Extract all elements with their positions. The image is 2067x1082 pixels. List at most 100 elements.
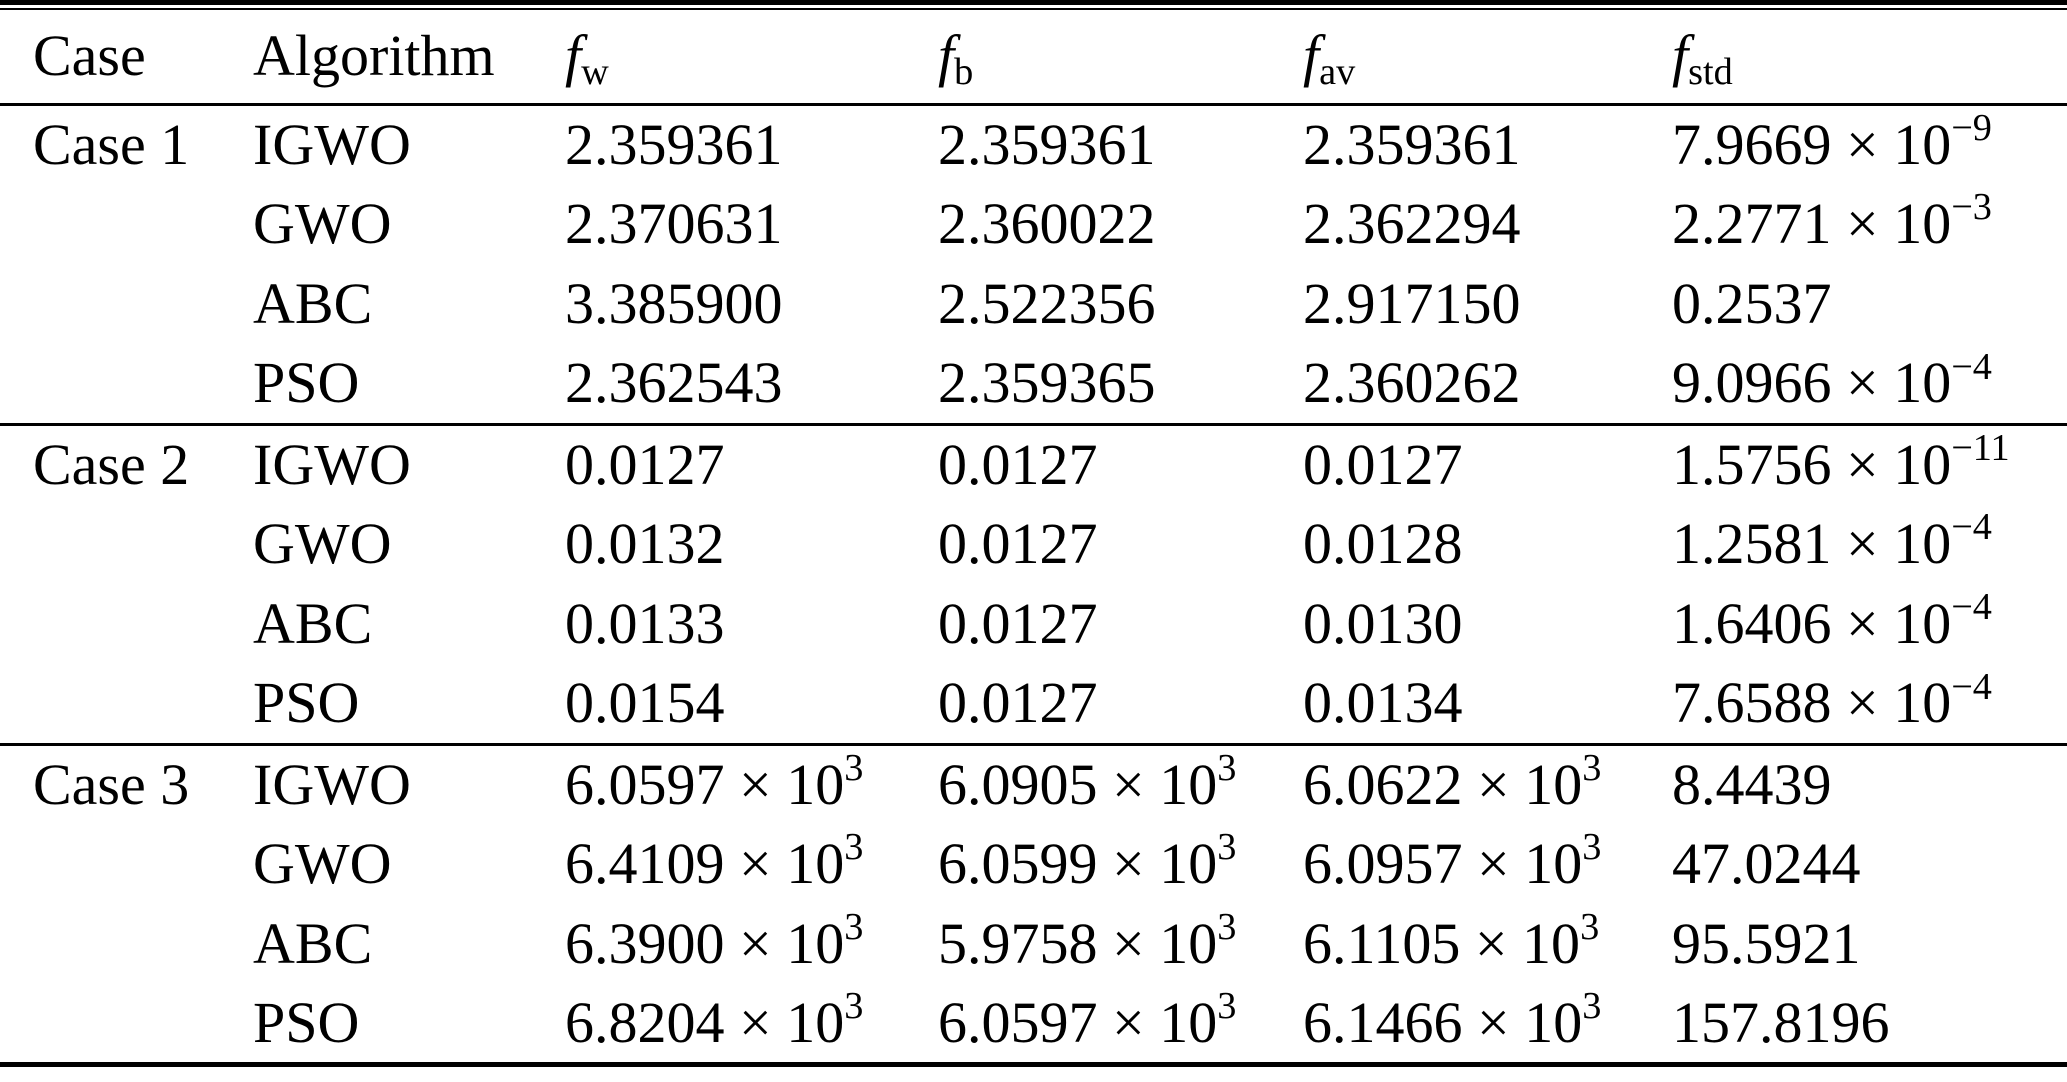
table-row: PSO 6.8204 × 103 6.0597 × 103 6.1466 × 1… — [0, 984, 2067, 1064]
fw-cell: 2.370631 — [565, 191, 783, 256]
algorithm-cell: IGWO — [253, 751, 411, 817]
fav-cell: 2.359361 — [1303, 111, 1521, 177]
fstd-cell: 1.6406 × 10−4 — [1672, 586, 1992, 656]
fav-symbol: f — [1303, 23, 1320, 89]
fb-cell: 0.0127 — [938, 670, 1098, 736]
algorithm-cell: IGWO — [253, 431, 411, 497]
fw-cell: 3.385900 — [565, 271, 783, 336]
case-cell-empty — [0, 904, 220, 984]
fav-subscript: av — [1319, 50, 1356, 93]
algorithm-results-table: Case Algorithm fw fb fav fstd Case 1 IGW… — [0, 8, 2067, 1067]
fav-cell: 2.917150 — [1303, 271, 1521, 336]
fav-cell: 6.1105 × 103 — [1303, 906, 1600, 976]
fb-cell: 5.9758 × 103 — [938, 906, 1237, 976]
algorithm-cell: PSO — [253, 350, 360, 416]
table-row: Case 3 IGWO 6.0597 × 103 6.0905 × 103 6.… — [0, 744, 2067, 824]
algorithm-header-label: Algorithm — [253, 23, 495, 89]
algorithm-cell: ABC — [253, 911, 373, 976]
fstd-cell: 47.0244 — [1672, 831, 1861, 896]
fw-cell: 0.0127 — [565, 431, 725, 497]
fb-cell: 6.0905 × 103 — [938, 747, 1237, 817]
fb-symbol: f — [938, 23, 955, 89]
fb-cell: 0.0127 — [938, 591, 1098, 656]
case-cell-empty — [0, 584, 220, 664]
fw-cell: 6.8204 × 103 — [565, 985, 864, 1055]
fav-cell: 0.0130 — [1303, 591, 1463, 656]
col-header-fstd: fstd — [1639, 9, 2067, 104]
fw-cell: 6.3900 × 103 — [565, 906, 864, 976]
col-header-fw: fw — [532, 9, 905, 104]
fstd-cell: 7.6588 × 10−4 — [1672, 665, 1992, 736]
algorithm-cell: ABC — [253, 271, 373, 336]
case-cell-empty — [0, 664, 220, 744]
table-row: ABC 6.3900 × 103 5.9758 × 103 6.1105 × 1… — [0, 904, 2067, 984]
table-row: Case 1 IGWO 2.359361 2.359361 2.359361 7… — [0, 104, 2067, 184]
case-cell-empty — [0, 264, 220, 344]
table-header: Case Algorithm fw fb fav fstd — [0, 9, 2067, 104]
col-header-fb: fb — [905, 9, 1270, 104]
fstd-cell: 1.2581 × 10−4 — [1672, 506, 1992, 576]
case-cell: Case 1 — [33, 111, 190, 177]
fb-cell: 2.359361 — [938, 111, 1156, 177]
fw-cell: 6.0597 × 103 — [565, 747, 864, 817]
case-cell-empty — [0, 824, 220, 904]
table-row: PSO 2.362543 2.359365 2.360262 9.0966 × … — [0, 344, 2067, 424]
fstd-cell: 95.5921 — [1672, 911, 1861, 976]
case-cell: Case 3 — [33, 751, 190, 817]
fb-cell: 2.360022 — [938, 191, 1156, 256]
table-row: ABC 0.0133 0.0127 0.0130 1.6406 × 10−4 — [0, 584, 2067, 664]
fb-cell: 2.522356 — [938, 271, 1156, 336]
algorithm-cell: GWO — [253, 191, 392, 256]
case-1-group: Case 1 IGWO 2.359361 2.359361 2.359361 7… — [0, 104, 2067, 424]
table-row: PSO 0.0154 0.0127 0.0134 7.6588 × 10−4 — [0, 664, 2067, 744]
case-cell-empty — [0, 184, 220, 264]
col-header-algorithm: Algorithm — [220, 9, 532, 104]
algorithm-cell: IGWO — [253, 111, 411, 177]
fstd-cell: 157.8196 — [1672, 989, 1890, 1055]
fav-cell: 2.360262 — [1303, 350, 1521, 416]
case-cell-empty — [0, 504, 220, 584]
table-row: ABC 3.385900 2.522356 2.917150 0.2537 — [0, 264, 2067, 344]
fb-cell: 2.359365 — [938, 350, 1156, 416]
top-rule-thick — [0, 0, 2067, 5]
fw-cell: 6.4109 × 103 — [565, 826, 864, 896]
fw-cell: 2.362543 — [565, 350, 783, 416]
fav-cell: 6.0622 × 103 — [1303, 747, 1602, 817]
fstd-cell: 9.0966 × 10−4 — [1672, 345, 1992, 416]
fb-cell: 6.0599 × 103 — [938, 826, 1237, 896]
algorithm-cell: GWO — [253, 831, 392, 896]
algorithm-cell: GWO — [253, 511, 392, 576]
fb-subscript: b — [954, 50, 974, 93]
case-cell-empty — [0, 344, 220, 424]
table-row: GWO 2.370631 2.360022 2.362294 2.2771 × … — [0, 184, 2067, 264]
algorithm-cell: PSO — [253, 989, 360, 1055]
fstd-cell: 1.5756 × 10−11 — [1672, 427, 2010, 497]
fw-cell: 0.0133 — [565, 591, 725, 656]
fw-cell: 0.0154 — [565, 670, 725, 736]
table-row: GWO 0.0132 0.0127 0.0128 1.2581 × 10−4 — [0, 504, 2067, 584]
col-header-fav: fav — [1270, 9, 1639, 104]
fav-cell: 0.0128 — [1303, 511, 1463, 576]
col-header-case: Case — [0, 9, 220, 104]
fb-cell: 0.0127 — [938, 511, 1098, 576]
fstd-subscript: std — [1688, 50, 1733, 93]
fb-cell: 6.0597 × 103 — [938, 985, 1237, 1055]
case-cell-empty — [0, 984, 220, 1064]
fw-subscript: w — [581, 50, 609, 93]
header-row: Case Algorithm fw fb fav fstd — [0, 9, 2067, 104]
algorithm-cell: ABC — [253, 591, 373, 656]
fav-cell: 2.362294 — [1303, 191, 1521, 256]
fw-cell: 0.0132 — [565, 511, 725, 576]
fw-cell: 2.359361 — [565, 111, 783, 177]
fav-cell: 0.0134 — [1303, 670, 1463, 736]
case-cell: Case 2 — [33, 431, 190, 497]
fstd-cell: 7.9669 × 10−9 — [1672, 107, 1992, 177]
table-row: Case 2 IGWO 0.0127 0.0127 0.0127 1.5756 … — [0, 424, 2067, 504]
fw-symbol: f — [565, 23, 582, 89]
case-header-label: Case — [33, 23, 146, 89]
algorithm-cell: PSO — [253, 670, 360, 736]
fav-cell: 6.0957 × 103 — [1303, 826, 1602, 896]
case-2-group: Case 2 IGWO 0.0127 0.0127 0.0127 1.5756 … — [0, 424, 2067, 744]
fav-cell: 0.0127 — [1303, 431, 1463, 497]
